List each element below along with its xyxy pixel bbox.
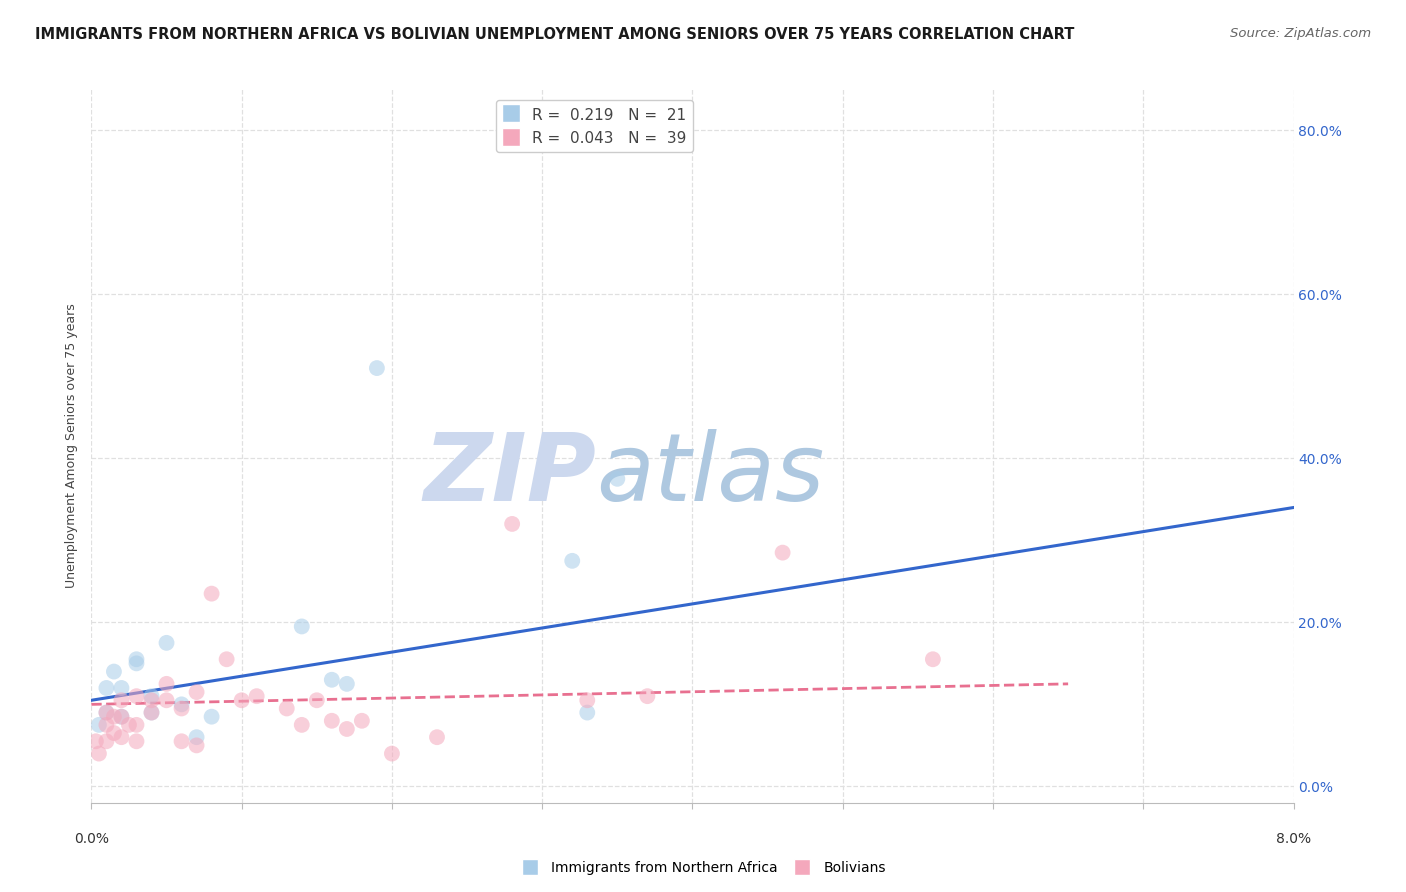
Point: [336, 722, 359, 736]
Point: [606, 472, 628, 486]
Point: [381, 747, 404, 761]
Point: [321, 714, 343, 728]
Point: [501, 516, 523, 531]
Point: [96, 718, 118, 732]
Point: [155, 636, 177, 650]
Point: [103, 709, 125, 723]
Point: [110, 730, 132, 744]
Legend: R =  0.219   N =  21, R =  0.043   N =  39: R = 0.219 N = 21, R = 0.043 N = 39: [496, 101, 693, 153]
Point: [87, 718, 110, 732]
Point: [561, 554, 583, 568]
Point: [103, 665, 125, 679]
Point: [186, 685, 208, 699]
Point: [636, 689, 658, 703]
Point: [118, 718, 141, 732]
Point: [125, 734, 148, 748]
Point: [96, 706, 118, 720]
Point: [201, 587, 224, 601]
Point: [305, 693, 328, 707]
Point: [84, 734, 107, 748]
Point: [366, 361, 388, 376]
Point: [110, 709, 132, 723]
Point: [125, 652, 148, 666]
Point: [141, 693, 163, 707]
Point: [576, 706, 599, 720]
Text: 8.0%: 8.0%: [1277, 832, 1310, 846]
Point: [110, 693, 132, 707]
Point: [291, 718, 314, 732]
Point: [155, 693, 177, 707]
Legend: Immigrants from Northern Africa, Bolivians: Immigrants from Northern Africa, Bolivia…: [515, 855, 891, 880]
Point: [141, 689, 163, 703]
Point: [141, 706, 163, 720]
Point: [276, 701, 298, 715]
Point: [125, 689, 148, 703]
Point: [170, 701, 193, 715]
Point: [186, 739, 208, 753]
Point: [96, 706, 118, 720]
Point: [336, 677, 359, 691]
Point: [426, 730, 449, 744]
Point: [155, 677, 177, 691]
Point: [170, 734, 193, 748]
Point: [186, 730, 208, 744]
Text: IMMIGRANTS FROM NORTHERN AFRICA VS BOLIVIAN UNEMPLOYMENT AMONG SENIORS OVER 75 Y: IMMIGRANTS FROM NORTHERN AFRICA VS BOLIV…: [35, 27, 1074, 42]
Point: [87, 747, 110, 761]
Text: Source: ZipAtlas.com: Source: ZipAtlas.com: [1230, 27, 1371, 40]
Point: [103, 726, 125, 740]
Point: [922, 652, 945, 666]
Point: [350, 714, 373, 728]
Point: [215, 652, 238, 666]
Point: [141, 706, 163, 720]
Point: [96, 681, 118, 695]
Point: [246, 689, 269, 703]
Point: [125, 718, 148, 732]
Point: [110, 709, 132, 723]
Text: ZIP: ZIP: [423, 428, 596, 521]
Point: [291, 619, 314, 633]
Point: [125, 657, 148, 671]
Point: [772, 546, 794, 560]
Point: [170, 698, 193, 712]
Point: [110, 681, 132, 695]
Point: [96, 734, 118, 748]
Point: [231, 693, 253, 707]
Y-axis label: Unemployment Among Seniors over 75 years: Unemployment Among Seniors over 75 years: [65, 303, 79, 589]
Point: [576, 693, 599, 707]
Point: [321, 673, 343, 687]
Text: atlas: atlas: [596, 429, 824, 520]
Text: 0.0%: 0.0%: [75, 832, 108, 846]
Point: [201, 709, 224, 723]
